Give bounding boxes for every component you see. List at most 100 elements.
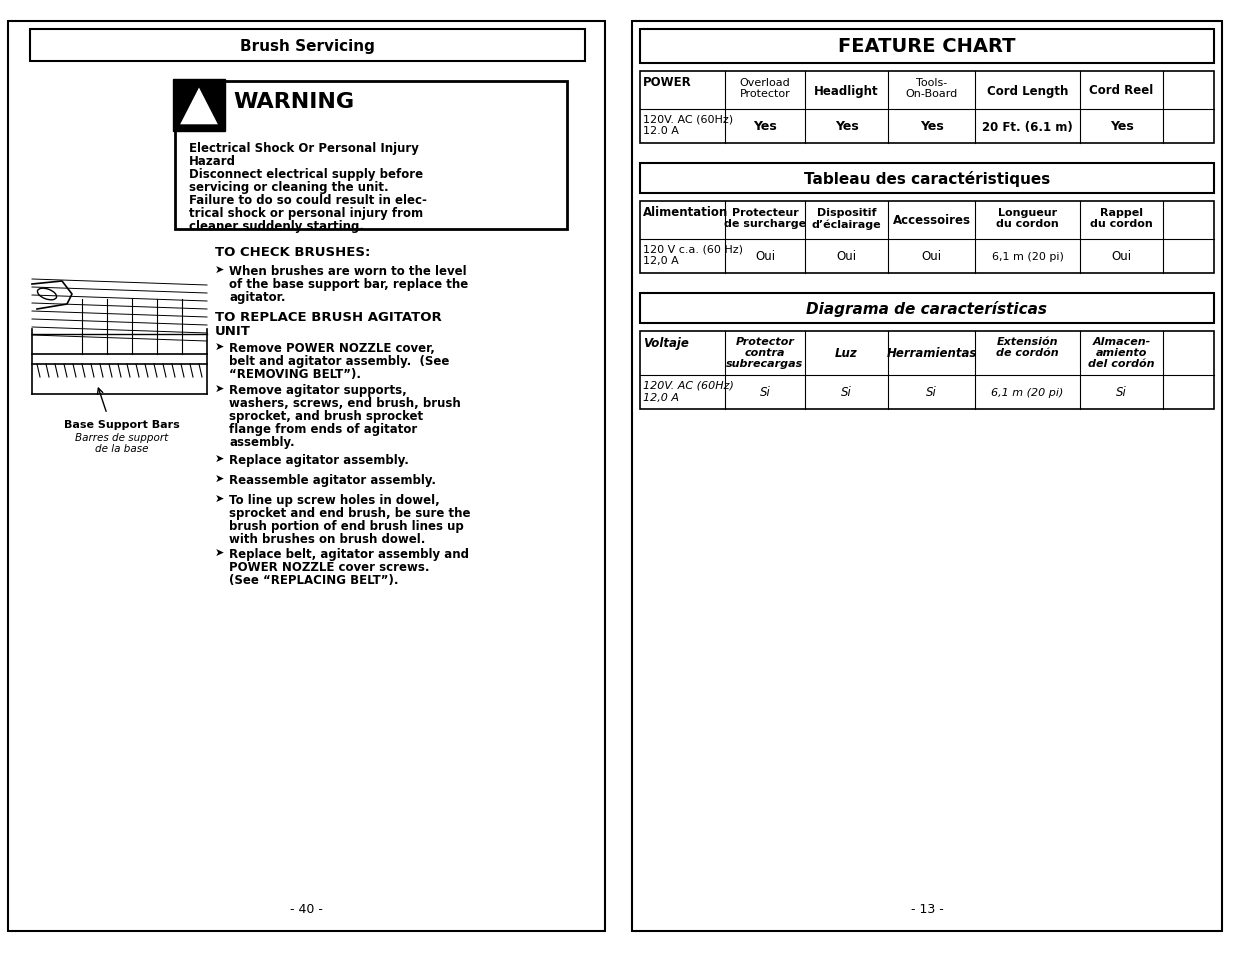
Text: Disconnect electrical supply before: Disconnect electrical supply before [189,168,424,181]
Text: ➤: ➤ [215,474,225,483]
Text: Hazard: Hazard [189,154,236,168]
Text: servicing or cleaning the unit.: servicing or cleaning the unit. [189,181,389,193]
Text: - 40 -: - 40 - [290,902,322,916]
Text: When brushes are worn to the level: When brushes are worn to the level [228,265,467,277]
Text: Si: Si [926,386,937,399]
Text: Diagrama de características: Diagrama de características [806,301,1047,316]
Text: POWER NOZZLE cover screws.: POWER NOZZLE cover screws. [228,560,430,574]
Text: TO REPLACE BRUSH AGITATOR: TO REPLACE BRUSH AGITATOR [215,311,442,324]
Bar [640,71,1214,144]
Text: agitator.: agitator. [228,291,285,304]
Text: Extensión: Extensión [997,336,1058,347]
Bar [30,30,585,62]
Text: flange from ends of agitator: flange from ends of agitator [228,422,417,436]
Text: ➤: ➤ [215,341,225,352]
Text: POWER: POWER [643,76,692,89]
Text: ➤: ➤ [215,265,225,274]
Text: Protecteur: Protecteur [731,208,798,218]
Bar [640,332,1214,410]
Text: Overload: Overload [740,78,790,88]
Text: Oui: Oui [755,251,776,263]
Text: Luz: Luz [835,347,858,360]
Text: Remove POWER NOZZLE cover,: Remove POWER NOZZLE cover, [228,341,435,355]
Polygon shape [179,87,219,126]
Text: contra: contra [745,348,785,357]
Text: Barres de support: Barres de support [75,433,169,442]
Text: Herramientas: Herramientas [887,347,977,360]
Text: brush portion of end brush lines up: brush portion of end brush lines up [228,519,464,533]
Bar [175,82,567,230]
Bar [640,164,1214,193]
Text: 6,1 m (20 pi): 6,1 m (20 pi) [992,252,1063,262]
Text: Electrical Shock Or Personal Injury: Electrical Shock Or Personal Injury [189,142,419,154]
Text: Voltaje: Voltaje [643,336,689,350]
Text: Dispositif: Dispositif [816,208,877,218]
Text: of the base support bar, replace the: of the base support bar, replace the [228,277,468,291]
Text: Oui: Oui [921,251,941,263]
Text: Headlight: Headlight [814,85,879,97]
Bar [640,202,1214,274]
Text: Protector: Protector [736,336,794,347]
Bar [640,30,1214,64]
Text: Replace belt, agitator assembly and: Replace belt, agitator assembly and [228,547,469,560]
Text: washers, screws, end brush, brush: washers, screws, end brush, brush [228,396,461,410]
Bar [640,294,1214,324]
Text: 6,1 m (20 pi): 6,1 m (20 pi) [992,388,1063,397]
Text: Accessoires: Accessoires [893,214,971,227]
Text: cleaner suddenly starting.: cleaner suddenly starting. [189,220,364,233]
Text: ➤: ➤ [215,547,225,558]
Text: amiento: amiento [1095,348,1147,357]
Text: Remove agitator supports,: Remove agitator supports, [228,384,406,396]
Text: Tools-: Tools- [916,78,947,88]
Text: Si: Si [1116,386,1126,399]
Text: Yes: Yes [920,120,944,133]
Text: Si: Si [841,386,852,399]
Text: “REMOVING BELT”).: “REMOVING BELT”). [228,368,361,380]
Bar [632,22,1221,931]
Text: 120 V c.a. (60 Hz): 120 V c.a. (60 Hz) [643,244,743,253]
Text: d’éclairage: d’éclairage [811,219,882,230]
Text: Reassemble agitator assembly.: Reassemble agitator assembly. [228,474,436,486]
Text: Replace agitator assembly.: Replace agitator assembly. [228,454,409,467]
Text: with brushes on brush dowel.: with brushes on brush dowel. [228,533,425,545]
Text: sprocket, and brush sprocket: sprocket, and brush sprocket [228,410,424,422]
Text: Yes: Yes [753,120,777,133]
Text: Brush Servicing: Brush Servicing [240,38,375,53]
Text: ➤: ➤ [215,384,225,394]
Text: trical shock or personal injury from: trical shock or personal injury from [189,207,424,220]
Text: (See “REPLACING BELT”).: (See “REPLACING BELT”). [228,574,399,586]
Text: du cordon: du cordon [997,219,1058,229]
Text: Alimentation: Alimentation [643,206,729,219]
Bar [173,80,225,132]
Text: UNIT: UNIT [215,325,251,337]
Text: Failure to do so could result in elec-: Failure to do so could result in elec- [189,193,427,207]
Text: Yes: Yes [835,120,858,133]
Text: - 13 -: - 13 - [910,902,944,916]
Text: del cordón: del cordón [1088,358,1155,369]
Text: de la base: de la base [95,443,148,454]
Text: 120V. AC (60Hz): 120V. AC (60Hz) [643,113,734,124]
Text: ➤: ➤ [215,454,225,463]
Text: Cord Reel: Cord Reel [1089,85,1153,97]
Text: 12,0 A: 12,0 A [643,255,679,266]
Text: !: ! [195,101,203,119]
Text: Cord Length: Cord Length [987,85,1068,97]
Text: 120V. AC (60Hz): 120V. AC (60Hz) [643,380,734,391]
Text: sprocket and end brush, be sure the: sprocket and end brush, be sure the [228,506,471,519]
Text: Base Support Bars: Base Support Bars [64,419,180,430]
Text: 12,0 A: 12,0 A [643,393,679,402]
Text: FEATURE CHART: FEATURE CHART [839,37,1015,56]
Text: du cordon: du cordon [1091,219,1153,229]
Text: ➤: ➤ [215,494,225,503]
Text: Almacen-: Almacen- [1093,336,1151,347]
Text: 20 Ft. (6.1 m): 20 Ft. (6.1 m) [982,120,1073,133]
Text: de cordón: de cordón [997,348,1058,357]
Text: TO CHECK BRUSHES:: TO CHECK BRUSHES: [215,246,370,258]
Text: To line up screw holes in dowel,: To line up screw holes in dowel, [228,494,440,506]
Bar [7,22,605,931]
Text: Protector: Protector [740,89,790,99]
Text: 12.0 A: 12.0 A [643,126,679,136]
Text: subrecargas: subrecargas [726,358,804,369]
Text: de surcharge: de surcharge [724,219,806,229]
Text: Longueur: Longueur [998,208,1057,218]
